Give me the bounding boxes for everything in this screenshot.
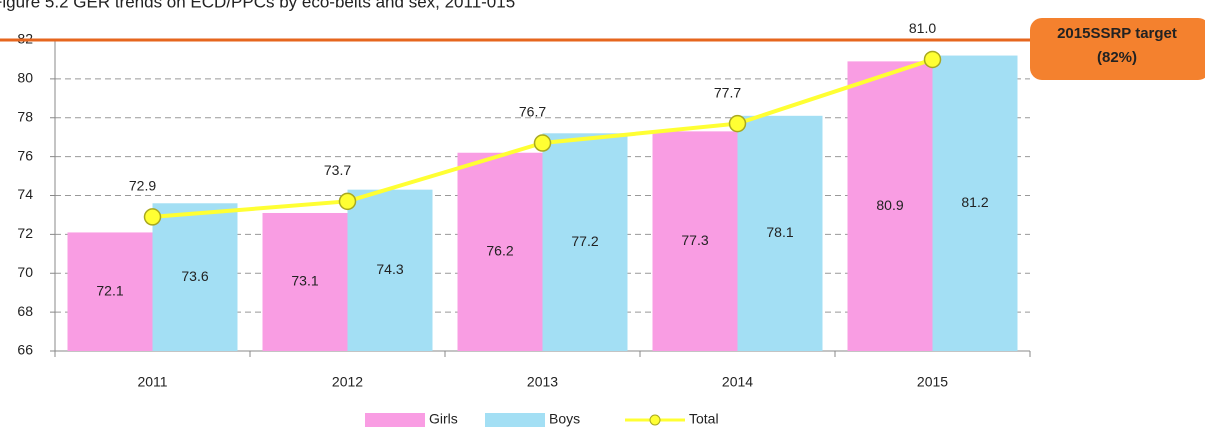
legend-swatch [365,413,425,427]
bar-label: 80.9 [876,197,903,213]
y-tick-label: 74 [17,186,33,202]
bar-label: 77.2 [571,233,598,249]
bar [152,203,238,351]
target-label: 2015SSRP target [1057,25,1177,42]
y-tick-label: 72 [17,225,33,241]
target-label: (82%) [1097,49,1137,66]
y-tick-label: 80 [17,70,33,86]
bar-label: 72.1 [96,282,123,298]
legend-label: Girls [429,411,458,427]
line-point [143,208,162,226]
bar [542,133,628,351]
bar [932,55,1018,352]
x-tick-label: 2011 [137,374,167,390]
bar [847,61,933,351]
bar-label: 73.6 [181,268,208,284]
bar [457,152,543,351]
legend-label: Boys [549,411,580,427]
line-label: 73.7 [324,162,351,178]
bar-label: 76.2 [486,243,513,259]
line-label: 76.7 [519,104,546,120]
y-tick-label: 66 [17,342,33,358]
bar-label: 81.2 [961,194,988,210]
target-box [1030,18,1205,80]
bar [737,115,823,352]
x-tick-label: 2013 [527,374,558,390]
bar [262,212,348,351]
legend-swatch [485,413,545,427]
x-tick-label: 2012 [332,374,363,390]
line-label: 72.9 [129,178,156,194]
bar-label: 78.1 [766,224,793,240]
y-tick-label: 70 [17,264,33,280]
y-tick-label: 78 [17,108,33,124]
bar [67,232,153,351]
bar-label: 77.3 [681,232,708,248]
line-point [728,114,747,133]
line-point [338,192,357,211]
legend-label: Total [689,411,719,427]
line-point [923,50,942,69]
bar-label: 74.3 [376,261,403,277]
x-tick-label: 2015 [917,374,948,390]
bar [347,189,433,351]
line-point [533,134,552,152]
line-label: 81.0 [909,20,936,36]
bar [652,131,738,351]
legend-marker [649,414,661,426]
x-tick-label: 2014 [722,374,753,390]
line-label: 77.7 [714,84,741,100]
bar-label: 73.1 [291,273,318,289]
chart-title: Figure 5.2 GER trends on ECD/PPCs by eco… [0,0,515,11]
y-tick-label: 76 [17,147,33,163]
y-tick-label: 68 [17,303,33,319]
